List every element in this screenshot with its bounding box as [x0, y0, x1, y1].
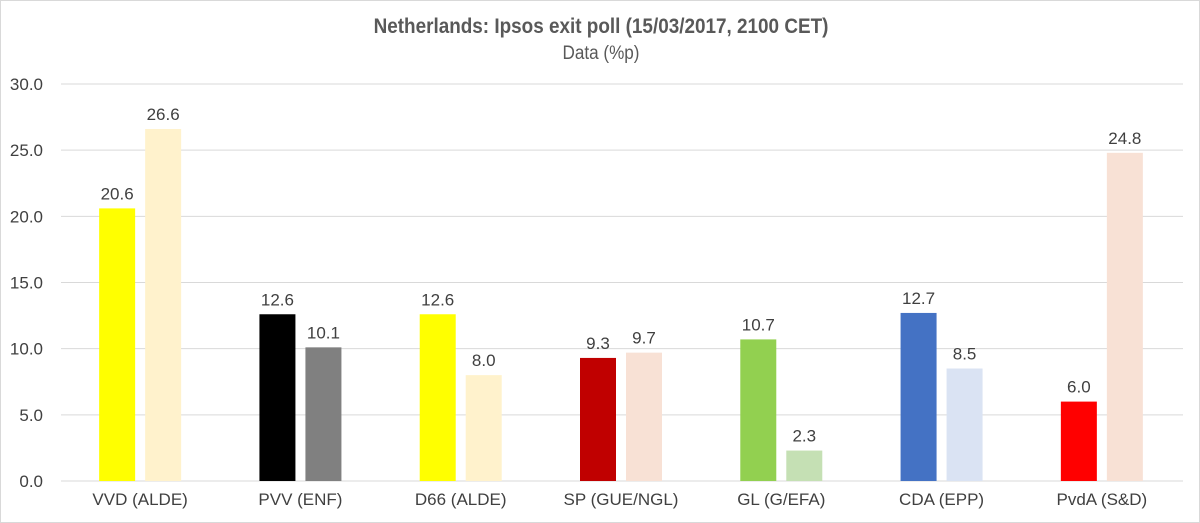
- data-label: 12.6: [421, 290, 454, 309]
- x-tick-label: D66 (ALDE): [415, 490, 507, 509]
- data-label: 24.8: [1108, 129, 1141, 148]
- data-label: 10.1: [307, 323, 340, 342]
- bar: [900, 312, 937, 481]
- data-label: 12.7: [902, 289, 935, 308]
- bar: [99, 208, 136, 482]
- bar: [946, 368, 983, 481]
- data-label: 26.6: [147, 105, 180, 124]
- chart-title: Netherlands: Ipsos exit poll (15/03/2017…: [373, 15, 829, 38]
- bar: [1060, 401, 1097, 481]
- bar: [580, 357, 616, 481]
- y-tick-label: 30.0: [10, 75, 43, 94]
- data-label: 10.7: [742, 315, 775, 334]
- data-label: 2.3: [792, 427, 816, 446]
- data-label: 9.3: [586, 334, 610, 353]
- bar: [786, 450, 823, 481]
- data-label: 6.0: [1067, 378, 1091, 397]
- y-tick-label: 25.0: [10, 141, 43, 160]
- data-label: 20.6: [101, 184, 134, 203]
- chart-subtitle: Data (%p): [562, 43, 640, 64]
- bar: [465, 375, 502, 481]
- data-label: 8.0: [472, 351, 496, 370]
- data-label: 9.7: [632, 329, 656, 348]
- y-tick-label: 15.0: [10, 274, 43, 293]
- x-tick-label: CDA (EPP): [899, 490, 984, 509]
- y-tick-label: 10.0: [10, 340, 43, 359]
- bar: [740, 339, 777, 481]
- x-tick-label: SP (GUE/NGL): [564, 490, 679, 509]
- x-tick-label: PvdA (S&D): [1057, 490, 1148, 509]
- data-label: 12.6: [261, 290, 294, 309]
- data-label: 8.5: [953, 345, 977, 364]
- y-tick-label: 0.0: [19, 472, 43, 491]
- bar: [259, 314, 296, 481]
- x-tick-label: VVD (ALDE): [92, 490, 187, 509]
- x-tick-label: PVV (ENF): [258, 490, 342, 509]
- bar: [305, 347, 342, 481]
- bar: [1106, 152, 1143, 481]
- bar: [626, 352, 662, 481]
- y-tick-label: 20.0: [10, 207, 43, 226]
- bar: [145, 128, 182, 481]
- bar: [419, 314, 456, 481]
- y-tick-label: 5.0: [19, 406, 43, 425]
- x-tick-label: GL (G/EFA): [737, 490, 825, 509]
